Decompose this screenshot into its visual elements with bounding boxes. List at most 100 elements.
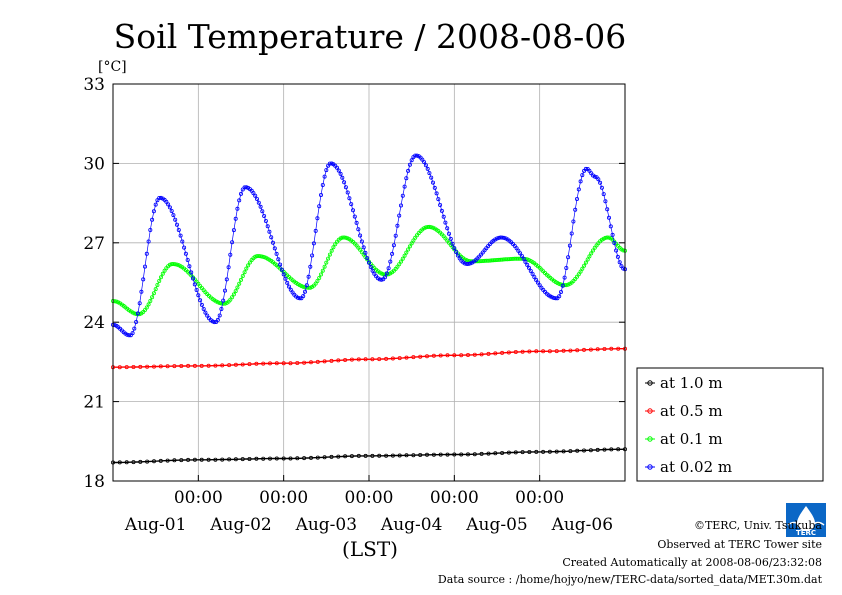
data-point [527, 265, 532, 270]
data-point [478, 259, 483, 264]
data-point [479, 451, 484, 456]
data-point [176, 227, 181, 232]
data-point [139, 289, 144, 294]
data-point [510, 256, 515, 261]
data-point [295, 456, 300, 461]
data-point [219, 301, 224, 306]
data-point [173, 262, 178, 267]
data-point [334, 165, 339, 170]
data-point [359, 239, 364, 244]
legend-label: at 0.5 m [660, 402, 723, 420]
data-point [582, 448, 587, 453]
data-point [132, 326, 137, 331]
data-point [153, 202, 158, 207]
data-point [189, 270, 194, 275]
legend-label: at 0.1 m [660, 430, 723, 448]
data-point [231, 228, 236, 233]
data-point [164, 199, 169, 204]
data-point [356, 357, 361, 362]
data-point [603, 199, 608, 204]
data-point [366, 260, 371, 265]
data-point [363, 250, 368, 255]
series-line [113, 448, 626, 464]
data-point [568, 449, 573, 454]
data-point [601, 192, 606, 197]
x-date-label: Aug-05 [465, 515, 527, 535]
data-point [532, 274, 537, 279]
data-point [575, 448, 580, 453]
data-point [452, 246, 457, 251]
data-point [150, 217, 155, 222]
data-point [172, 458, 177, 463]
x-tick-labels: 00:00 00:00 00:00 00:00 00:00 Aug-01 Aug-02 Aug… [124, 488, 613, 535]
data-point [158, 275, 163, 280]
data-point [520, 349, 525, 354]
data-point [500, 235, 505, 240]
data-point [609, 447, 614, 452]
data-point [301, 284, 306, 289]
data-point [231, 292, 236, 297]
data-point [438, 353, 443, 358]
data-point [521, 256, 526, 261]
data-point [240, 362, 245, 367]
data-point [212, 320, 217, 325]
data-point [215, 317, 220, 322]
data-point [343, 454, 348, 459]
data-point [550, 295, 555, 300]
data-point [329, 358, 334, 363]
data-point [418, 354, 423, 359]
data-point [494, 236, 499, 241]
data-point [137, 301, 142, 306]
data-point [279, 267, 284, 272]
data-point [402, 184, 407, 189]
data-point [400, 193, 405, 198]
data-point [562, 275, 567, 280]
data-point [220, 457, 225, 462]
series-at-1-0-m [111, 447, 628, 465]
data-point [327, 252, 332, 257]
data-point [354, 220, 359, 225]
data-point [384, 453, 389, 458]
data-point [578, 269, 583, 274]
data-point [571, 219, 576, 224]
data-point [500, 257, 505, 262]
y-tick-label: 27 [83, 234, 105, 254]
data-point [237, 281, 242, 286]
data-point [381, 272, 386, 277]
data-point [398, 259, 403, 264]
data-point [502, 257, 507, 262]
data-point [158, 364, 163, 369]
data-point [153, 287, 158, 292]
data-point [377, 357, 382, 362]
y-tick-labels: 18 21 24 27 30 33 [83, 75, 105, 492]
data-point [145, 364, 150, 369]
data-point [247, 456, 252, 461]
data-point [429, 225, 434, 230]
data-point [124, 460, 129, 465]
data-point [407, 162, 412, 167]
data-point [486, 258, 491, 263]
data-point [395, 264, 400, 269]
grid-lines [113, 83, 625, 482]
data-point [430, 180, 435, 185]
data-point [397, 356, 402, 361]
x-date-label: Aug-02 [209, 515, 271, 535]
data-point [304, 283, 309, 288]
data-point [575, 196, 580, 201]
data-point [547, 449, 552, 454]
data-point [317, 275, 322, 280]
data-point [580, 173, 585, 178]
data-point [228, 297, 233, 302]
data-point [329, 454, 334, 459]
data-point [324, 168, 329, 173]
data-point [310, 253, 315, 258]
data-point [318, 192, 323, 197]
data-point [411, 355, 416, 360]
data-point [561, 348, 566, 353]
data-point [135, 311, 140, 316]
data-point [472, 452, 477, 457]
data-point [308, 360, 313, 365]
data-point [217, 300, 222, 305]
data-point [336, 454, 341, 459]
data-point [148, 298, 153, 303]
